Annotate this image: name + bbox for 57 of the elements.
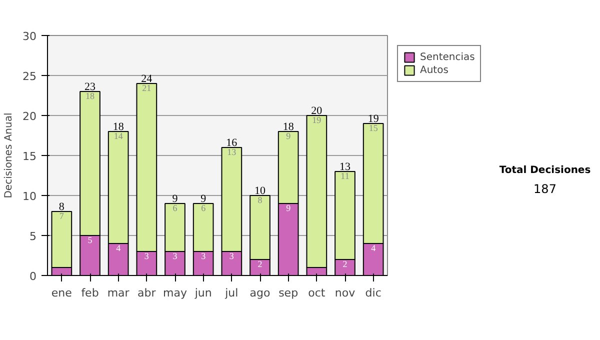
data-label: 9 [286,203,292,214]
data-label: 8 [258,195,263,206]
y-tick-label: 5 [30,230,36,243]
data-label: 9 [286,131,292,142]
x-tick-label: ene [51,286,72,300]
data-label: 11 [340,171,350,182]
x-tick-label: nov [334,286,356,300]
data-label: 6 [201,203,206,214]
data-label: 2 [258,259,262,270]
total-label: 10 [254,184,266,197]
data-label: 18 [86,91,95,102]
total-label: 13 [340,160,351,173]
data-label: 7 [59,211,64,222]
total-label: 24 [141,72,153,85]
data-label: 3 [172,251,178,262]
data-label: 6 [172,203,178,214]
data-label: 4 [116,243,122,254]
total-label: 20 [311,104,323,117]
total-label: 9 [172,192,178,205]
data-label: 19 [312,115,322,126]
x-tick-label: dic [365,286,382,300]
total-label: 16 [226,136,238,149]
total-label: 8 [58,200,65,213]
x-tick-label: jun [194,286,212,300]
data-label: 14 [114,131,124,142]
data-label: 2 [342,259,348,270]
x-tick-label: abr [138,286,156,300]
y-axis-title: Decisiones Anual [4,112,15,198]
x-tick-label: sep [278,286,298,300]
total-label: 18 [282,120,294,133]
y-tick-label: 25 [22,70,37,83]
total-label: 18 [112,120,124,133]
data-label: 13 [227,147,237,158]
legend-label: Autos [420,64,448,76]
data-label: 3 [229,251,234,262]
y-tick-label: 30 [22,30,37,43]
y-tick-label: 0 [30,270,36,283]
x-tick-label: feb [81,286,99,300]
total-label: 23 [84,80,96,93]
data-label: 21 [142,83,152,94]
data-label: 15 [368,123,378,134]
x-tick-label: mar [107,286,130,300]
x-tick-label: ago [250,286,270,300]
annotations: Total Decisiones 187 [498,165,592,198]
total-label: 19 [368,112,380,125]
data-label: 4 [371,243,376,254]
data-label: 5 [88,235,93,246]
total-label: 9 [200,192,207,205]
legend-label: Sentencias [420,52,475,62]
x-tick-label: jul [224,286,238,300]
x-tick-label: oct [308,286,326,300]
data-label: 3 [144,251,150,262]
x-tick-label: may [163,286,188,300]
y-tick-label: 10 [22,190,37,203]
data-label: 3 [201,251,206,262]
y-tick-label: 20 [22,110,37,123]
y-tick-label: 15 [22,150,37,163]
